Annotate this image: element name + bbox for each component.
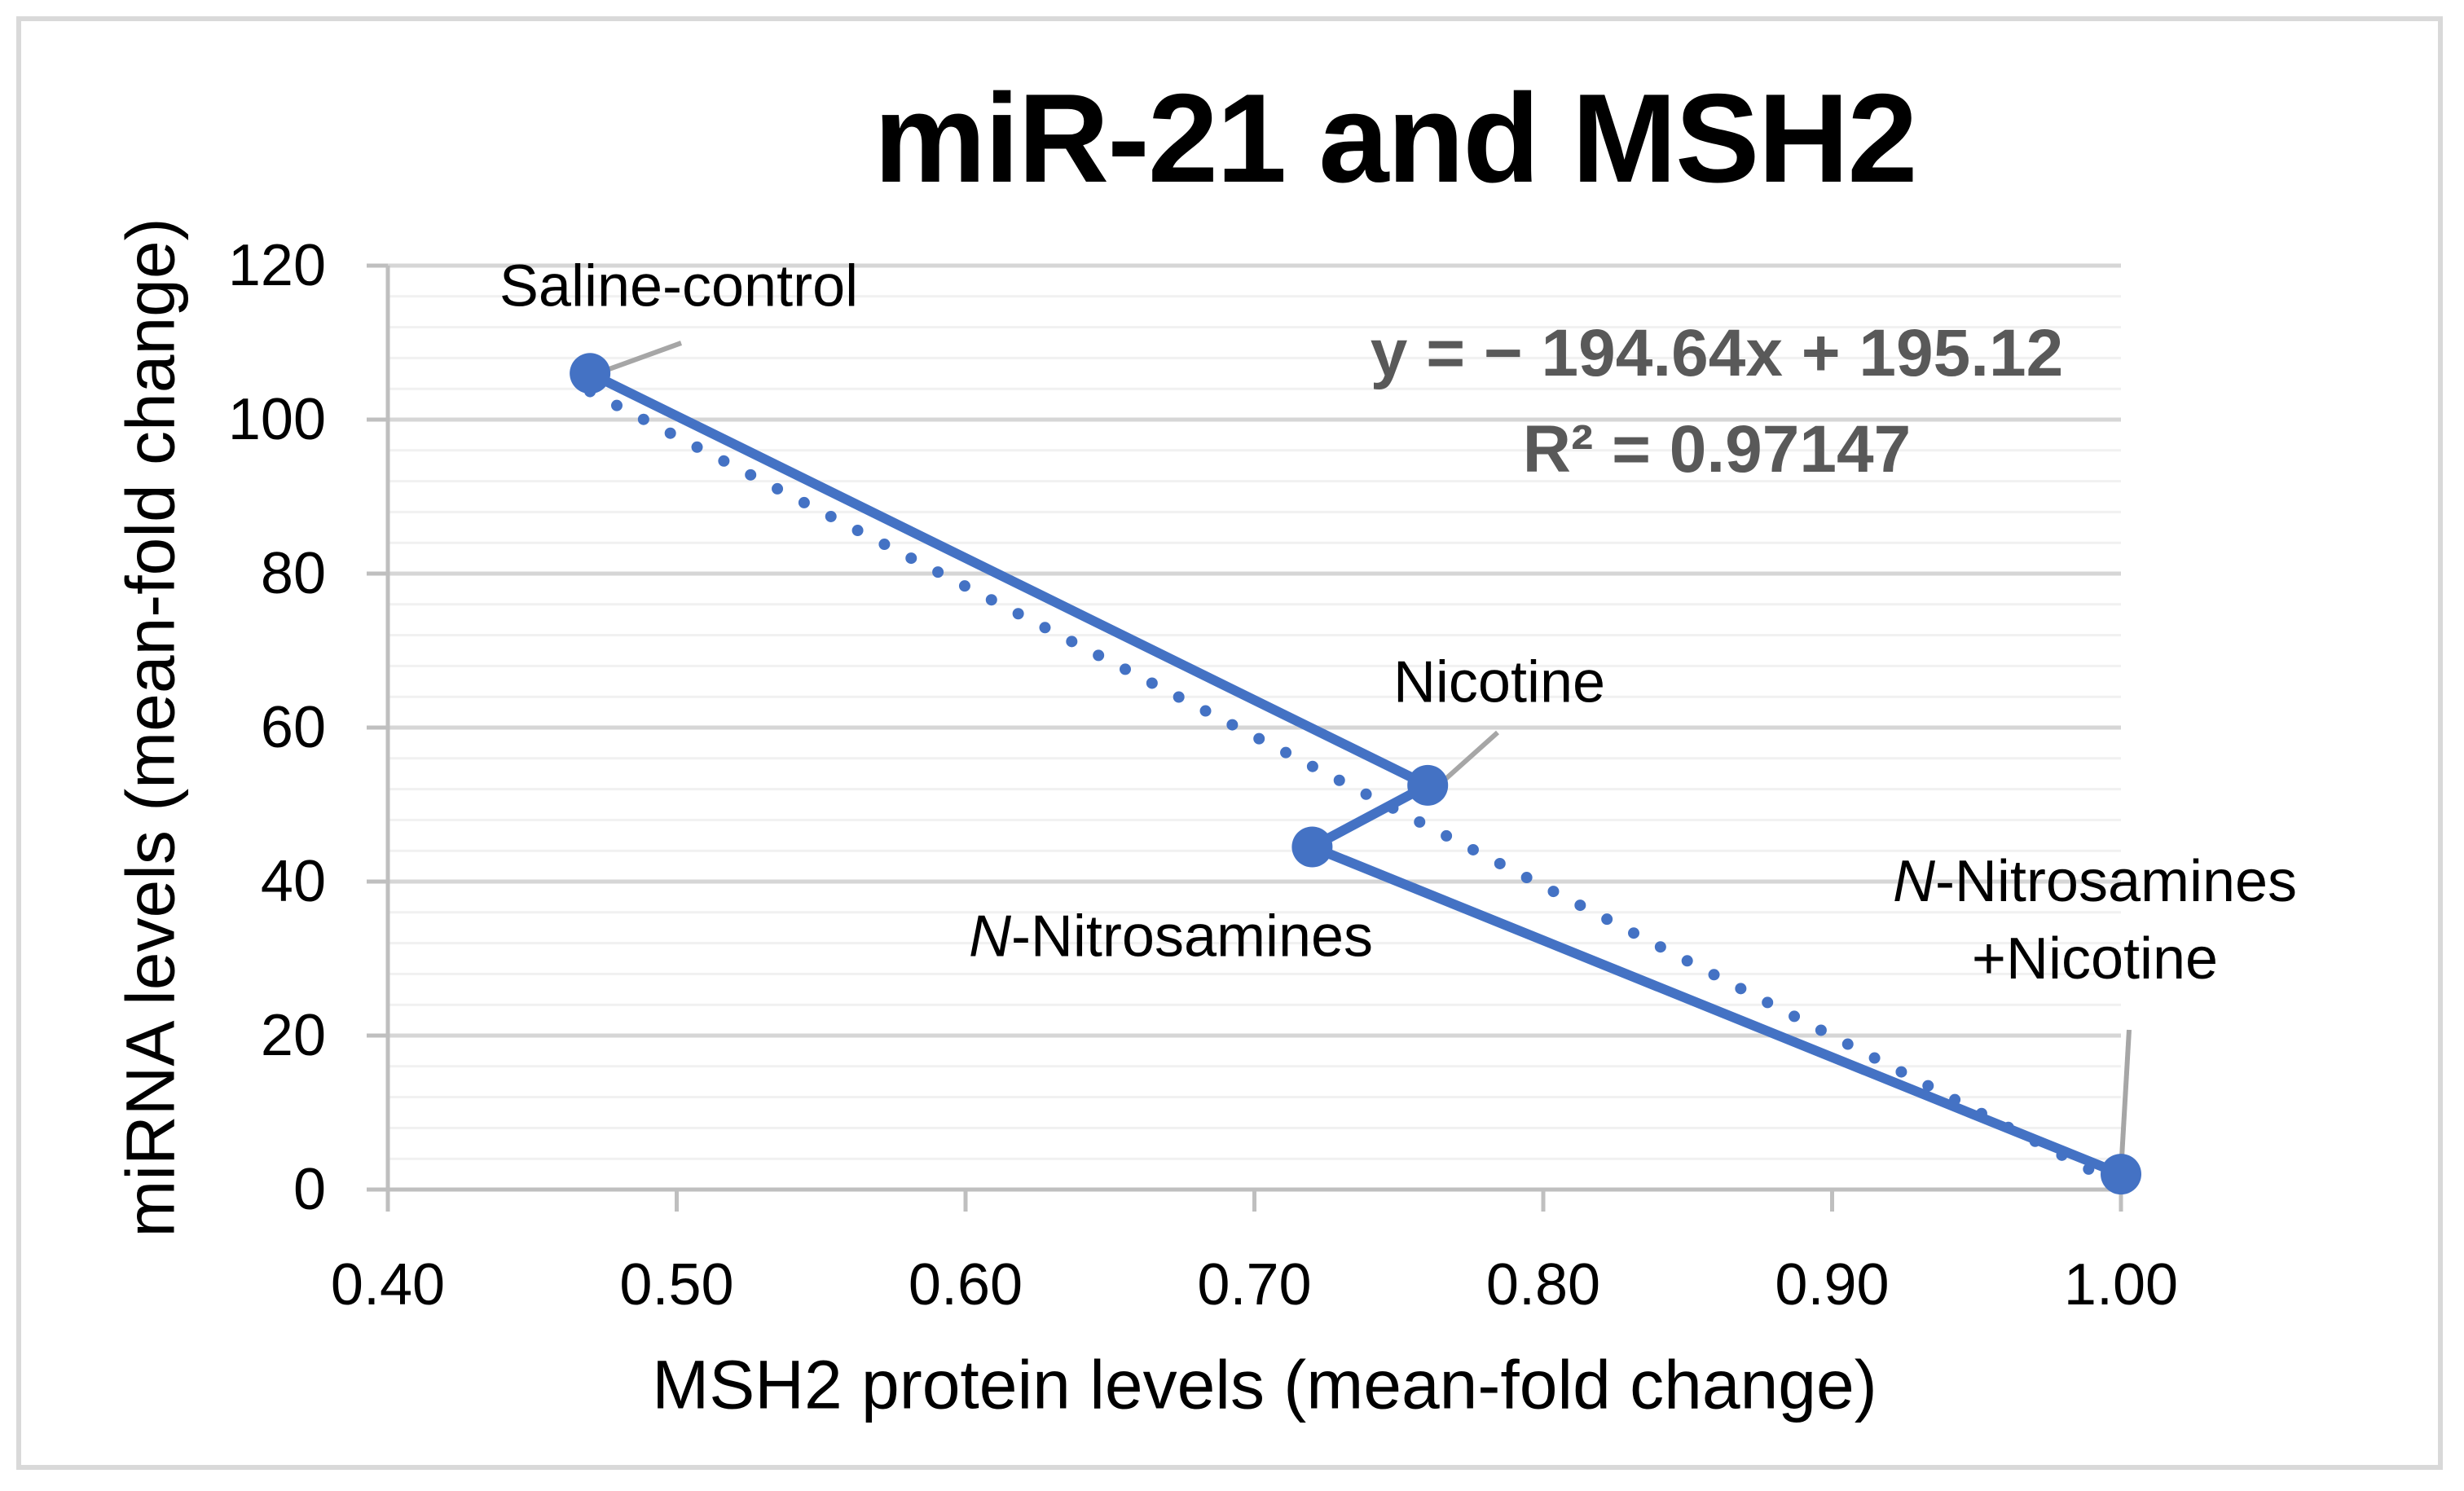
series-line [587, 368, 2123, 1179]
label-leader-line [603, 341, 683, 373]
trendline-equation: y = − 194.64x + 195.12 [1370, 316, 2064, 390]
point-label: N-Nitrosamines [968, 904, 1374, 970]
data-point-marker [1407, 764, 1449, 806]
x-tick-label: 1.00 [2063, 1252, 2179, 1317]
chart-title: miR-21 and MSH2 [873, 68, 1917, 209]
x-tick-label: 0.90 [1775, 1252, 1890, 1317]
label-leader-line [1442, 730, 1499, 783]
point-label: N-Nitrosamines +Nicotine [1892, 849, 2298, 992]
x-axis-title: MSH2 protein levels (mean-fold change) [652, 1346, 1877, 1423]
y-tick-label: 40 [260, 849, 326, 914]
x-tick-label: 0.60 [908, 1252, 1023, 1317]
trendline-label: y = − 194.64x + 195.12 R² = 0.97147 [1371, 306, 2063, 498]
chart-border [16, 16, 2443, 1470]
y-tick-label: 20 [260, 1003, 326, 1068]
y-tick-label: 80 [260, 541, 326, 606]
x-tick-label: 0.50 [619, 1252, 734, 1317]
x-tick-label: 0.70 [1197, 1252, 1312, 1317]
y-tick-label: 100 [227, 387, 326, 452]
y-tick-label: 60 [260, 695, 326, 760]
x-tick-label: 0.40 [330, 1252, 446, 1317]
data-point-marker [1291, 826, 1333, 868]
point-label: Nicotine [1393, 649, 1606, 715]
y-tick-label: 120 [227, 233, 326, 298]
trendline-r-squared: R² = 0.97147 [1522, 412, 1912, 486]
x-tick-label: 0.80 [1485, 1252, 1601, 1317]
data-point-marker [570, 353, 611, 394]
y-tick-label: 0 [293, 1157, 326, 1222]
label-leader-line [2119, 1029, 2132, 1172]
point-label: Saline-control [499, 253, 859, 319]
data-point-marker [2101, 1154, 2141, 1195]
